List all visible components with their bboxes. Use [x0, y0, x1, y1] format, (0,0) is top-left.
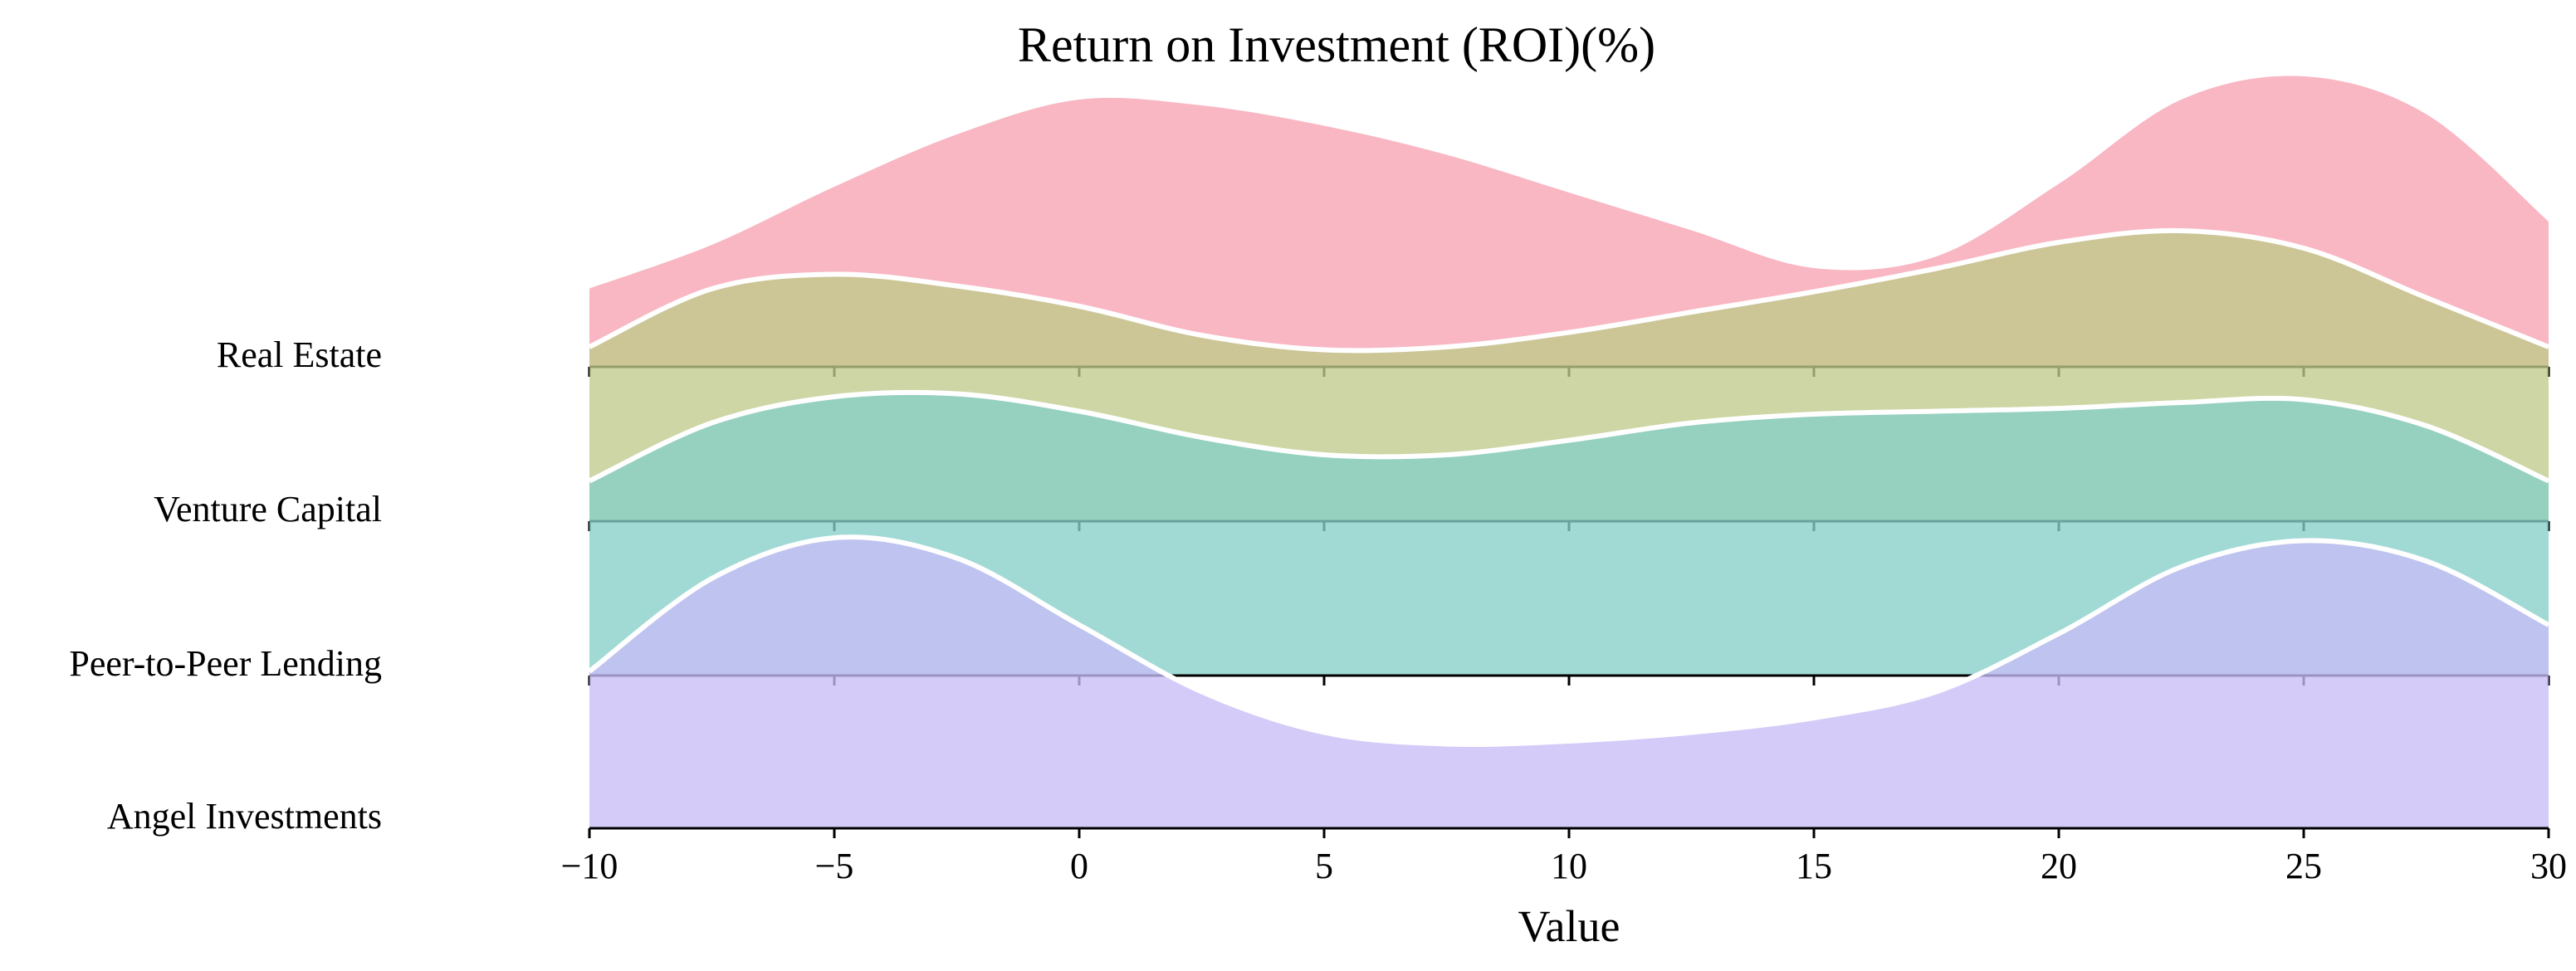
x-axis-ticks: −10 −5 0 5 10 15 20 25 30: [561, 846, 2567, 886]
ridge-area-peer-to-peer-lending: [589, 392, 2549, 676]
ridge-label-venture-capital: Venture Capital: [154, 489, 382, 529]
ridge-outline-peer-to-peer-lending: [588, 389, 2550, 484]
ridge-area-angel-investments: [589, 537, 2549, 828]
x-tick-label: 30: [2530, 846, 2567, 886]
x-tick-label: 25: [2285, 846, 2322, 886]
ridge-label-peer-to-peer-lending: Peer-to-Peer Lending: [69, 643, 382, 684]
x-tick-label: −5: [815, 846, 854, 886]
ridge-label-real-estate: Real Estate: [217, 334, 382, 375]
ridge-outline-venture-capital: [588, 227, 2550, 354]
ridges-layer: Real Estate Venture Capital Peer-to-Peer L…: [69, 76, 2550, 838]
ridge-label-angel-investments: Angel Investments: [107, 796, 382, 837]
x-axis-label: Value: [1518, 901, 1620, 951]
x-tick-label: 20: [2041, 846, 2077, 886]
x-tick-label: 5: [1315, 846, 1333, 886]
x-tick-label: 10: [1551, 846, 1587, 886]
chart-title: Return on Investment (ROI)(%): [1018, 17, 1655, 72]
x-tick-label: −10: [561, 846, 618, 886]
x-tick-label: 0: [1070, 846, 1088, 886]
x-tick-label: 15: [1796, 846, 1832, 886]
ridge-outline-angel-investments: [588, 534, 2550, 748]
